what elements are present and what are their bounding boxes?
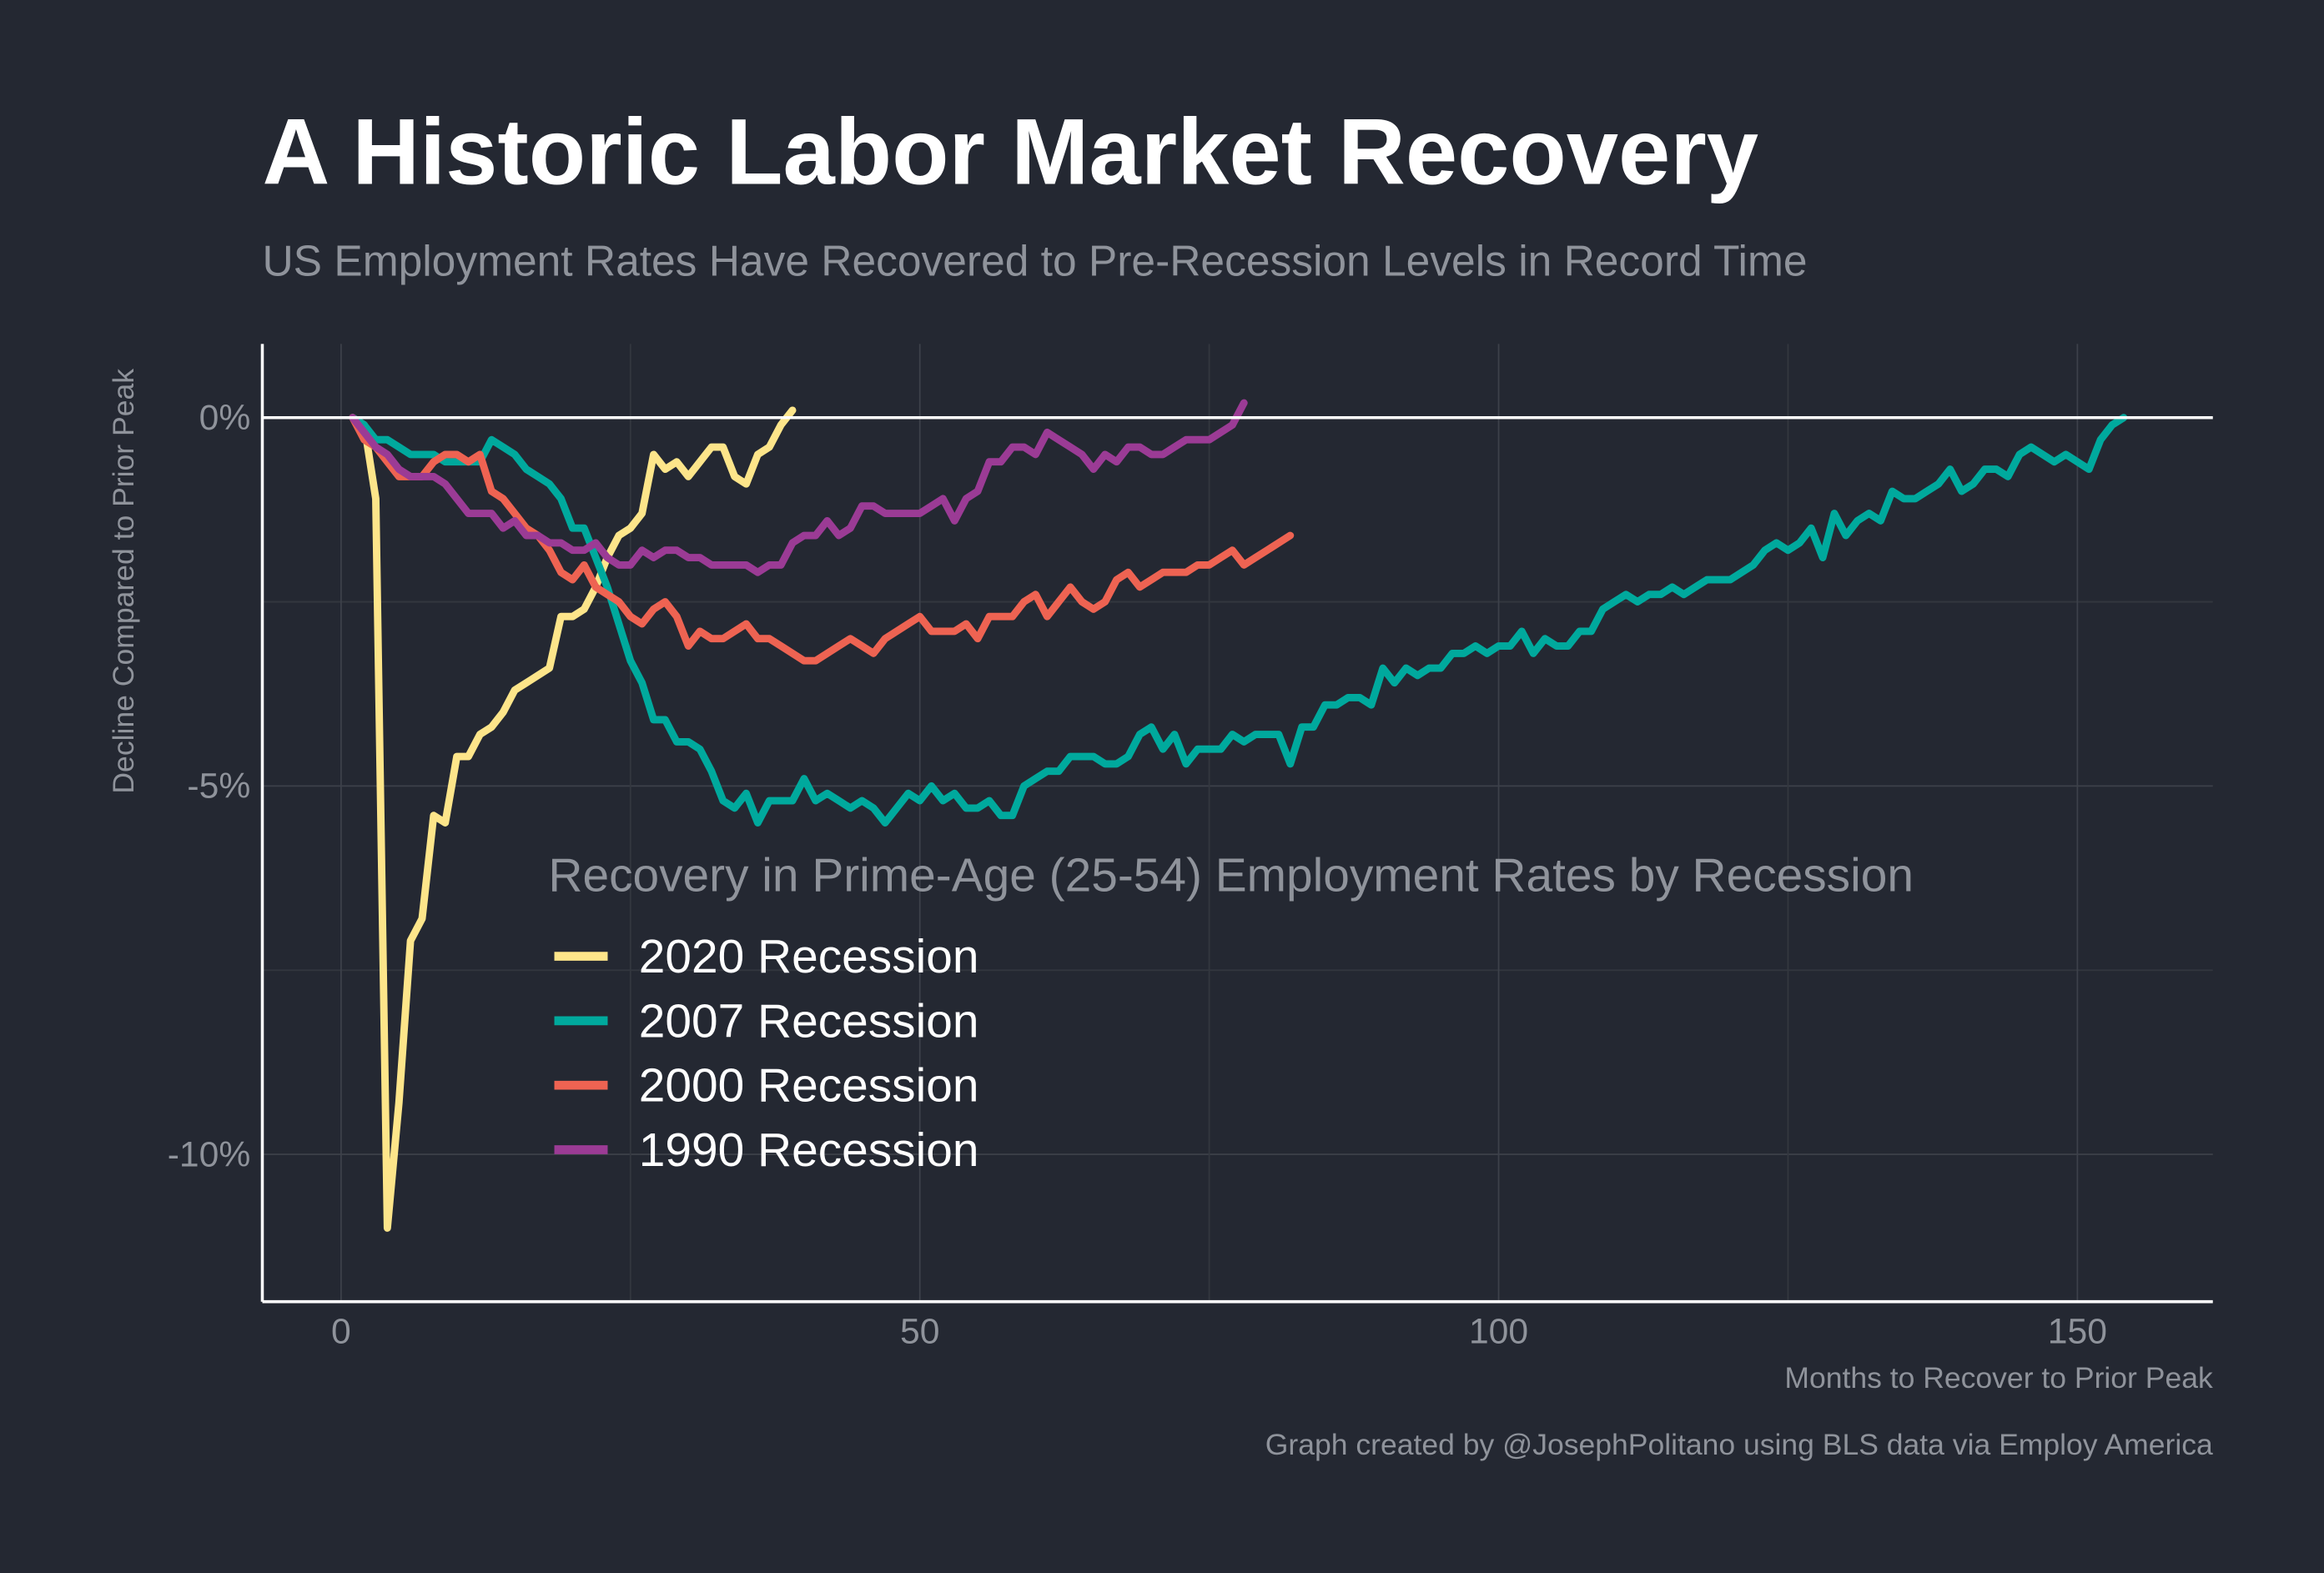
y-axis-label: Decline Compared to Prior Peak (107, 369, 140, 794)
chart-title: A Historic Labor Market Recovery (262, 99, 1758, 204)
y-tick-label: -10% (168, 1134, 251, 1174)
x-tick-label: 0 (331, 1311, 351, 1351)
x-axis-label: Months to Recover to Prior Peak (1784, 1361, 2213, 1395)
legend-label: 1990 Recession (639, 1124, 979, 1177)
caption: Graph created by @JosephPolitano using B… (1265, 1428, 2213, 1461)
x-tick-label: 50 (900, 1311, 939, 1351)
x-tick-label: 150 (2048, 1311, 2107, 1351)
y-tick-label: -5% (187, 766, 250, 807)
series-line (349, 399, 1248, 576)
legend-label: 2000 Recession (639, 1060, 979, 1113)
series-line (349, 414, 1295, 665)
legend-title: Recovery in Prime-Age (25-54) Employment… (548, 849, 1914, 902)
chart-subtitle: US Employment Rates Have Recovered to Pr… (262, 237, 1807, 285)
legend: Recovery in Prime-Age (25-54) Employment… (548, 849, 1914, 1177)
lines (349, 399, 2128, 1232)
legend-label: 2007 Recession (639, 995, 979, 1048)
legend-label: 2020 Recession (639, 931, 979, 983)
axes: 0% -5% -10% 0 50 100 150 (168, 344, 2213, 1351)
series-line (349, 414, 2128, 827)
series-line (349, 406, 797, 1232)
y-tick-label: 0% (199, 398, 251, 438)
grid (262, 344, 2213, 1302)
x-tick-label: 100 (1469, 1311, 1528, 1351)
